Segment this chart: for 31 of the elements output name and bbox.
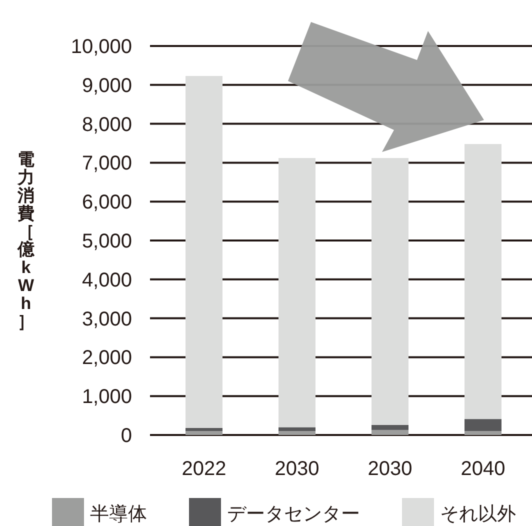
y-tick-label: 2,000 — [82, 347, 132, 370]
y-tick-label: 7,000 — [82, 152, 132, 175]
bar — [186, 76, 222, 428]
bar — [464, 419, 502, 432]
bar — [372, 158, 408, 425]
bar — [278, 427, 316, 432]
y-tick-label: 4,000 — [82, 269, 132, 292]
legend-label: それ以外 — [440, 504, 516, 525]
bar — [278, 158, 316, 428]
bar — [464, 144, 502, 420]
y-tick-label: 0 — [120, 425, 132, 447]
y-tick-label: 6,000 — [82, 192, 132, 214]
legend-label: 半導体 — [90, 503, 147, 525]
x-tick-label: 2040 — [460, 458, 506, 480]
x-tick-label: 2030 — [368, 458, 412, 480]
x-tick-label: 2022 — [182, 458, 226, 480]
y-tick-label: 5,000 — [82, 230, 132, 252]
bar — [372, 424, 408, 430]
bar — [464, 431, 502, 435]
y-axis-title: 電力消費［億kWh］ — [18, 150, 34, 331]
legend-label: データセンター — [227, 504, 360, 525]
bar — [186, 431, 222, 435]
y-tick-label: 8,000 — [82, 114, 132, 136]
y-tick-label: 1,000 — [82, 386, 132, 408]
bar — [372, 430, 408, 435]
y-tick-label: 9,000 — [82, 74, 132, 97]
y-tick-label: 3,000 — [82, 308, 132, 330]
bar — [186, 428, 222, 432]
y-tick-label: 10,000 — [70, 36, 132, 58]
x-tick-label: 2030 — [274, 458, 320, 480]
bar — [278, 431, 316, 435]
